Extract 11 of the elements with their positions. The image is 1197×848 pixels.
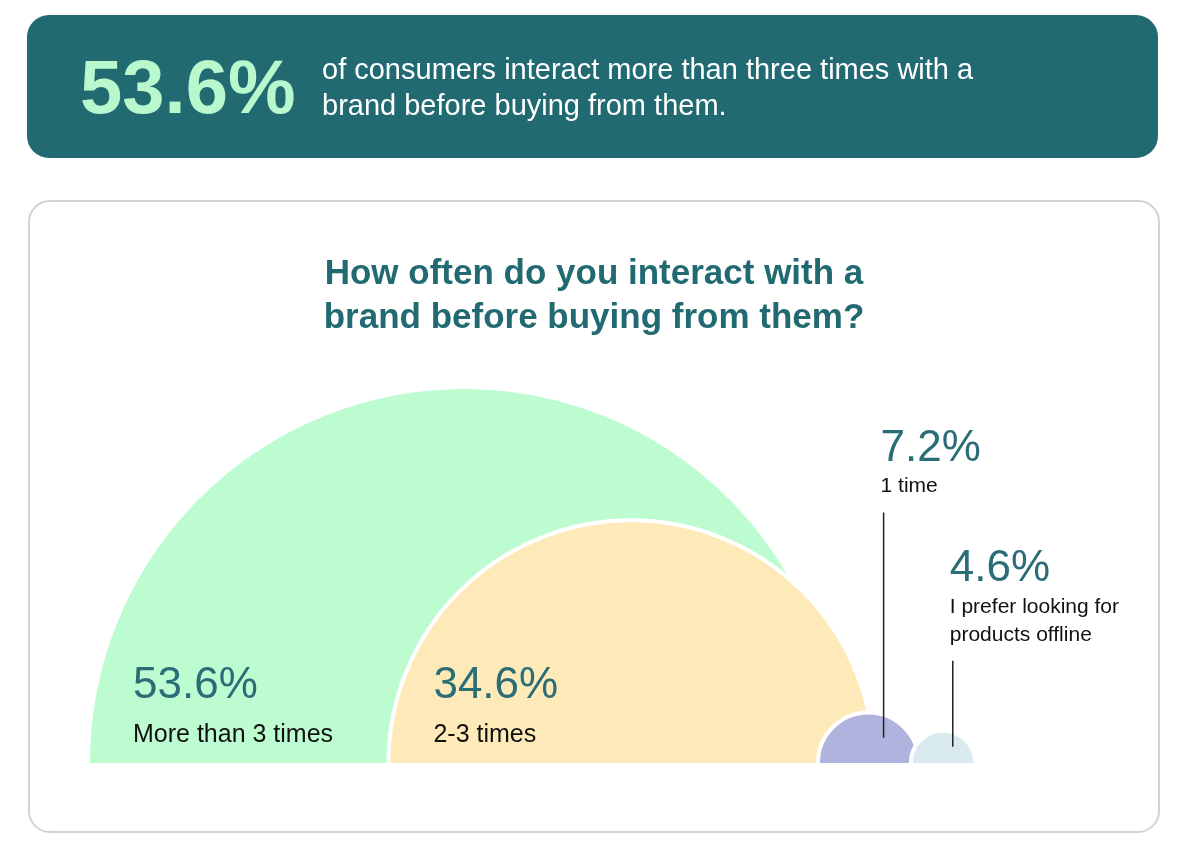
data-label: 7.2% (880, 420, 981, 470)
category-label: More than 3 times (133, 718, 334, 747)
text: How often do you interact with a brand before buying from them? (322, 251, 866, 337)
data-label: 4.6% (949, 540, 1051, 590)
text: of consumers interact more than three times with a brand before buying from them. (322, 51, 975, 123)
text: 53.6% (80, 43, 296, 129)
category-label: I prefer looking for products offline (949, 593, 1120, 645)
category-label: 1 time (880, 473, 938, 497)
category-label: 2-3 times (433, 718, 537, 747)
data-label: 34.6% (433, 658, 559, 708)
data-label: 53.6% (133, 658, 258, 708)
